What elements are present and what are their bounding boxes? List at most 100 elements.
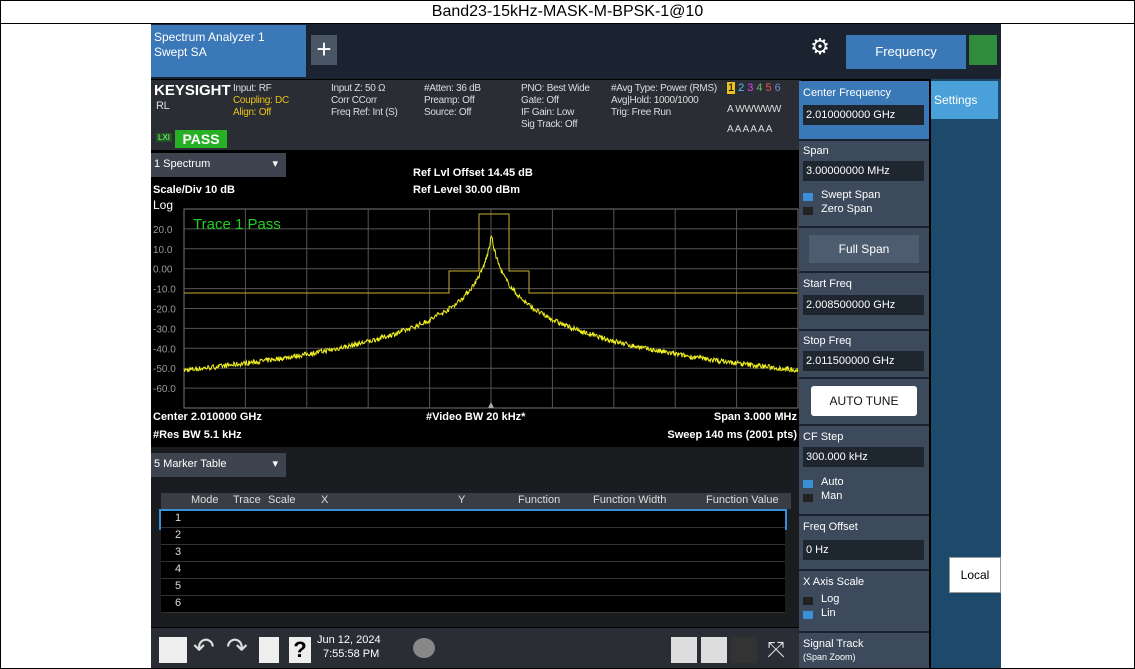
softkey-offset[interactable]: Freq Offset 0 Hz bbox=[799, 516, 929, 571]
settings-tab[interactable]: Settings bbox=[931, 81, 998, 119]
redo-button[interactable]: ↷ bbox=[226, 632, 248, 662]
value: 0 Hz bbox=[803, 540, 924, 560]
softkey-signal-track[interactable]: Signal Track (Span Zoom) bbox=[799, 633, 929, 668]
header-cell: Function Width bbox=[593, 494, 667, 506]
y-label: -30.0 bbox=[153, 324, 176, 335]
col4-3: Sig Track: Off bbox=[521, 119, 578, 130]
brand: KEYSIGHT bbox=[154, 82, 231, 99]
video-bw: #Video BW 20 kHz* bbox=[426, 411, 526, 423]
rl: RL bbox=[156, 100, 170, 112]
file-button[interactable] bbox=[259, 637, 279, 663]
local-button[interactable]: Local bbox=[949, 557, 1001, 593]
label: Freq Offset bbox=[803, 521, 858, 533]
option: Log bbox=[821, 593, 840, 605]
softkey-cf-step[interactable]: CF Step 300.000 kHz Auto Man bbox=[799, 426, 929, 516]
row-number: 3 bbox=[175, 546, 182, 558]
marker-window-label[interactable]: 5 Marker Table ▾ bbox=[151, 453, 286, 477]
lxi: LXI bbox=[156, 133, 173, 142]
radio bbox=[803, 193, 813, 201]
trace bbox=[183, 234, 799, 373]
row-number: 4 bbox=[175, 563, 182, 575]
softkey-stop[interactable]: Stop Freq 2.011500000 GHz bbox=[799, 331, 929, 379]
help-button[interactable]: ? bbox=[289, 637, 311, 663]
value: 2.010000000 GHz bbox=[803, 105, 924, 125]
softkey-full-span[interactable]: Full Span bbox=[799, 228, 929, 273]
trace-pass: Trace 1 Pass bbox=[193, 216, 281, 233]
layout-button[interactable] bbox=[671, 637, 697, 663]
page-title: Band23-15kHz-MASK-M-BPSK-1@10 bbox=[1, 1, 1134, 24]
settings-gear[interactable]: ⚙ bbox=[810, 34, 830, 59]
col3-1: Preamp: Off bbox=[424, 95, 475, 106]
tab-line2: Swept SA bbox=[154, 45, 207, 59]
value: 300.000 kHz bbox=[803, 447, 924, 467]
date: Jun 12, 2024 bbox=[317, 634, 381, 646]
value: 3.00000000 MHz bbox=[803, 161, 924, 181]
undo-button[interactable]: ↶ bbox=[193, 632, 215, 662]
trace-number: 6 bbox=[774, 82, 781, 94]
y-label: -10.0 bbox=[153, 285, 176, 296]
scale-div: Scale/Div 10 dB bbox=[153, 184, 235, 196]
windows-button[interactable] bbox=[159, 637, 187, 663]
header-cell: Function Value bbox=[706, 494, 779, 506]
sublabel: (Span Zoom) bbox=[803, 652, 856, 662]
window-button[interactable] bbox=[731, 637, 757, 663]
col4-0: PNO: Best Wide bbox=[521, 83, 590, 94]
status-icon bbox=[969, 35, 997, 65]
touch-button[interactable] bbox=[701, 637, 727, 663]
col4-2: IF Gain: Low bbox=[521, 107, 575, 118]
trace-number: 4 bbox=[756, 82, 763, 94]
trace-number: 1 bbox=[727, 82, 736, 94]
window-name: 1 Spectrum bbox=[154, 158, 211, 170]
res-bw: #Res BW 5.1 kHz bbox=[153, 429, 242, 441]
label: X Axis Scale bbox=[803, 576, 865, 588]
center-freq: Center 2.010000 GHz bbox=[153, 411, 262, 423]
option: Zero Span bbox=[821, 203, 873, 215]
coupling: Coupling: DC bbox=[233, 95, 289, 106]
row-number: 5 bbox=[175, 580, 182, 592]
marker-table: Mode Trace Scale X Y Function Function Width Fu… bbox=[159, 493, 791, 615]
table-row: 2 bbox=[161, 528, 785, 545]
header-cell: X bbox=[321, 494, 329, 506]
radio bbox=[803, 480, 813, 488]
spectrum-window-label[interactable]: 1 Spectrum ▾ bbox=[151, 153, 286, 177]
softkey-span[interactable]: Span 3.00000000 MHz Swept Span Zero Span bbox=[799, 141, 929, 228]
y-label: 20.0 bbox=[153, 225, 173, 236]
softkey-auto-tune[interactable]: AUTO TUNE bbox=[799, 379, 929, 426]
table-row: 5 bbox=[161, 579, 785, 596]
add-screen-button[interactable]: + bbox=[311, 35, 337, 65]
softkey-center[interactable]: Center Frequency 2.010000000 GHz bbox=[799, 81, 929, 141]
window-name: 5 Marker Table bbox=[154, 458, 227, 470]
softkey-start[interactable]: Start Freq 2.008500000 GHz bbox=[799, 273, 929, 331]
header-cell: Mode bbox=[191, 494, 219, 506]
chat-button[interactable] bbox=[413, 638, 435, 658]
sweep: Sweep 140 ms (2001 pts) bbox=[667, 429, 797, 441]
label: Start Freq bbox=[803, 278, 852, 290]
pass-indicator: PASS bbox=[175, 130, 227, 148]
trace-types: A WWWWW bbox=[727, 104, 781, 115]
label: CF Step bbox=[803, 431, 844, 443]
label: Center Frequency bbox=[803, 87, 892, 99]
y-label: -60.0 bbox=[153, 384, 176, 395]
label: Span bbox=[803, 145, 829, 157]
log-label: Log bbox=[153, 198, 174, 212]
spectrum-graph: 20.0 10.0 0.00 -10.0 -20.0 -30.0 -40.0 -50.0 -60… bbox=[153, 208, 799, 409]
softkey-xscale[interactable]: X Axis Scale Log Lin bbox=[799, 571, 929, 633]
ref-level: Ref Level 30.00 dBm bbox=[413, 184, 520, 196]
fullscreen-button[interactable]: ⤧ bbox=[767, 637, 785, 662]
menu-tab[interactable]: Frequency bbox=[846, 35, 966, 69]
option: Man bbox=[821, 490, 843, 502]
screen-tab[interactable]: Spectrum Analyzer 1 Swept SA bbox=[151, 25, 306, 77]
button: AUTO TUNE bbox=[811, 386, 917, 416]
col4-1: Gate: Off bbox=[521, 95, 559, 106]
col5-2: Trig: Free Run bbox=[611, 107, 671, 118]
value: 2.008500000 GHz bbox=[803, 295, 924, 315]
col5-1: Avg|Hold: 1000/1000 bbox=[611, 95, 699, 106]
row-number: 2 bbox=[175, 529, 182, 541]
taskbar: ↶ ↷ ? Jun 12, 2024 7:55:58 PM ⤧ bbox=[151, 628, 799, 668]
option: Swept Span bbox=[821, 189, 881, 201]
trace-number: 2 bbox=[738, 82, 745, 94]
y-label: -40.0 bbox=[153, 344, 176, 355]
row-number: 1 bbox=[175, 512, 182, 524]
